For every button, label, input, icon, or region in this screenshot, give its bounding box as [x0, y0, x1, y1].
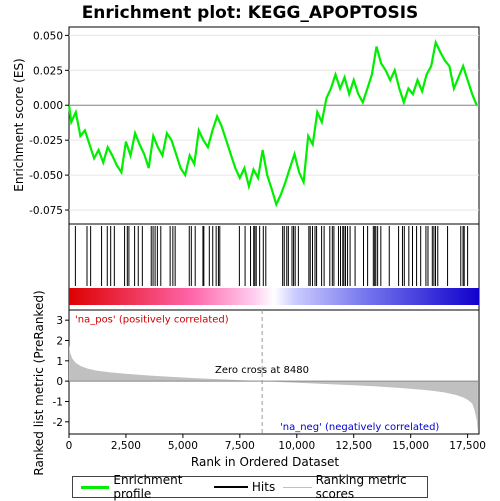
rank-colorbar [69, 288, 479, 305]
x-tick-label: 5,000 [168, 440, 198, 452]
y-tick-label-es: 0.000 [33, 100, 63, 112]
legend-swatch-enrichment [81, 485, 110, 489]
y-tick-label-es: -0.075 [29, 205, 63, 217]
y-tick-label-metric: 1 [56, 356, 63, 368]
y-axis-label-es: Enrichment score (ES) [12, 58, 26, 191]
y-axis-ticks-es: 0.050 0.025 0.000 -0.025 -0.050 -0.075 [29, 30, 69, 217]
chart-title: Enrichment plot: KEGG_APOPTOSIS [82, 3, 419, 23]
y-tick-label-es: 0.025 [33, 65, 63, 77]
legend-label-enrichment: Enrichment profile [113, 473, 183, 501]
ranked-metric-area [69, 310, 479, 434]
y-tick-label-es: -0.025 [29, 135, 63, 147]
legend-item-hits: Hits [213, 480, 276, 494]
x-axis-label: Rank in Ordered Dataset [191, 455, 339, 469]
legend: Enrichment profile Hits Ranking metric s… [72, 473, 428, 501]
x-tick-label: 0 [66, 440, 73, 452]
hit-marks [74, 226, 469, 286]
legend-item-metric: Ranking metric scores [283, 473, 427, 501]
x-tick-label: 17,500 [449, 440, 486, 452]
legend-swatch-hits [213, 486, 248, 488]
colorbar-rect [69, 288, 479, 305]
metric-panel [68, 309, 480, 435]
zero-cross-label: Zero cross at 8480 [215, 365, 309, 376]
y-tick-label-metric: -2 [53, 417, 63, 429]
y-tick-label-metric: 3 [56, 315, 63, 327]
legend-swatch-metric [283, 486, 312, 488]
enrichment-profile-path [67, 38, 478, 208]
x-tick-label: 12,500 [335, 440, 372, 452]
y-axis-label-metric: Ranked list metric (PreRanked) [32, 290, 46, 475]
neg-label: 'na_neg' (negatively correlated) [280, 422, 439, 433]
legend-label-metric: Ranking metric scores [315, 473, 407, 501]
x-tick-label: 7,500 [225, 440, 255, 452]
x-axis-ticks: 0 2,500 5,000 7,500 10,000 12,500 15,000 17,500 [66, 434, 486, 452]
legend-label-hits: Hits [251, 480, 276, 494]
legend-item-enrichment: Enrichment profile [81, 473, 206, 501]
enrichment-profile-line [67, 38, 478, 208]
es-panel [68, 26, 480, 225]
x-tick-label: 10,000 [278, 440, 315, 452]
x-tick-label: 2,500 [111, 440, 141, 452]
x-tick-label: 15,000 [392, 440, 429, 452]
pos-label: 'na_pos' (positively correlated) [75, 314, 229, 325]
y-tick-label-metric: 2 [56, 335, 63, 347]
y-axis-ticks-metric: 3 2 1 0 -1 -2 [53, 315, 69, 429]
y-tick-label-metric: 0 [56, 376, 63, 388]
y-tick-label-es: 0.050 [33, 30, 63, 42]
y-tick-label-es: -0.050 [29, 170, 63, 182]
y-tick-label-metric: -1 [53, 396, 63, 408]
